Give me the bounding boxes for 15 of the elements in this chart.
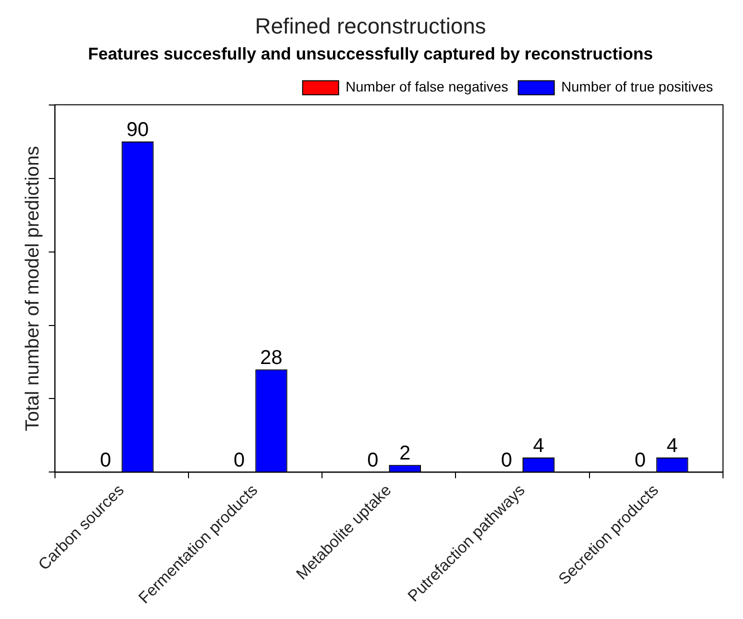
- legend-label: Number of true positives: [561, 78, 714, 95]
- legend-label: Number of false negatives: [346, 78, 508, 95]
- chart-title: Refined reconstructions: [254, 13, 486, 38]
- data-label: 0: [234, 450, 245, 472]
- data-label: 4: [533, 435, 544, 458]
- data-label: 0: [100, 450, 112, 472]
- data-label: 0: [500, 450, 512, 472]
- y-axis-title: Total number of model predictions: [22, 146, 44, 432]
- data-label: 2: [399, 442, 410, 464]
- data-label: 0: [367, 450, 378, 472]
- data-label: 28: [260, 346, 282, 369]
- chart-subtitle: Features succesfully and unsuccessfully captured by reconstructions: [88, 44, 653, 64]
- data-label: 0: [634, 450, 646, 472]
- data-label: 90: [126, 119, 149, 142]
- data-label: 4: [666, 435, 678, 458]
